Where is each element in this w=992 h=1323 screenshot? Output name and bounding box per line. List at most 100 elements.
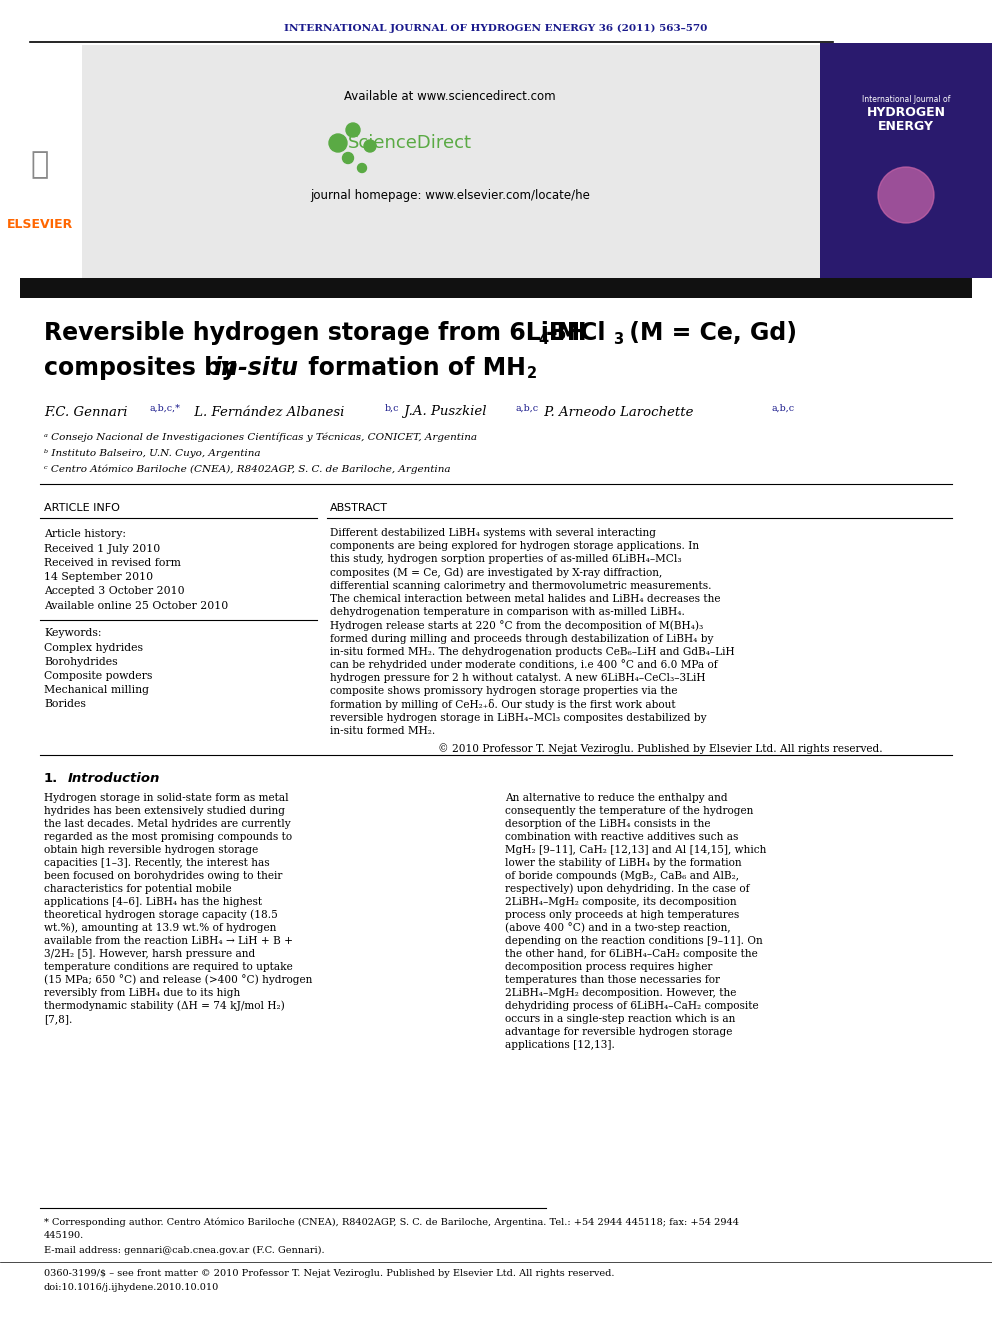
Text: doi:10.1016/j.ijhydene.2010.10.010: doi:10.1016/j.ijhydene.2010.10.010 — [44, 1283, 219, 1293]
Text: Mechanical milling: Mechanical milling — [44, 685, 149, 695]
Text: capacities [1–3]. Recently, the interest has: capacities [1–3]. Recently, the interest… — [44, 859, 270, 868]
Text: this study, hydrogen sorption properties of as-milled 6LiBH₄–MCl₃: this study, hydrogen sorption properties… — [330, 554, 682, 565]
Text: ARTICLE INFO: ARTICLE INFO — [44, 503, 120, 513]
Text: process only proceeds at high temperatures: process only proceeds at high temperatur… — [505, 910, 739, 919]
Text: the last decades. Metal hydrides are currently: the last decades. Metal hydrides are cur… — [44, 819, 291, 830]
Text: composites (M = Ce, Gd) are investigated by X-ray diffraction,: composites (M = Ce, Gd) are investigated… — [330, 568, 663, 578]
Text: composites by: composites by — [44, 356, 245, 380]
Text: in-situ: in-situ — [213, 356, 299, 380]
Text: regarded as the most promising compounds to: regarded as the most promising compounds… — [44, 832, 292, 841]
Bar — [80, 45, 820, 278]
Text: ᵇ Instituto Balseiro, U.N. Cuyo, Argentina: ᵇ Instituto Balseiro, U.N. Cuyo, Argenti… — [44, 448, 261, 458]
Text: wt.%), amounting at 13.9 wt.% of hydrogen: wt.%), amounting at 13.9 wt.% of hydroge… — [44, 922, 277, 933]
Text: formation by milling of CeH₂₊δ. Our study is the first work about: formation by milling of CeH₂₊δ. Our stud… — [330, 699, 676, 710]
Text: ENERGY: ENERGY — [878, 120, 934, 134]
Text: a,b,c: a,b,c — [772, 404, 796, 413]
Text: Borohydrides: Borohydrides — [44, 658, 118, 667]
Text: applications [4–6]. LiBH₄ has the highest: applications [4–6]. LiBH₄ has the highes… — [44, 897, 262, 908]
Text: Article history:: Article history: — [44, 529, 126, 538]
Circle shape — [357, 164, 366, 172]
Text: temperatures than those necessaries for: temperatures than those necessaries for — [505, 975, 720, 986]
Text: [7,8].: [7,8]. — [44, 1013, 72, 1024]
Circle shape — [329, 134, 347, 152]
Text: Different destabilized LiBH₄ systems with several interacting: Different destabilized LiBH₄ systems wit… — [330, 528, 656, 538]
Text: advantage for reversible hydrogen storage: advantage for reversible hydrogen storag… — [505, 1027, 732, 1037]
Text: ᵃ Consejo Nacional de Investigaciones Científicas y Técnicas, CONICET, Argentina: ᵃ Consejo Nacional de Investigaciones Ci… — [44, 433, 477, 442]
Text: * Corresponding author. Centro Atómico Bariloche (CNEA), R8402AGP, S. C. de Bari: * Corresponding author. Centro Atómico B… — [44, 1217, 739, 1226]
Text: of boride compounds (MgB₂, CaB₆ and AlB₂,: of boride compounds (MgB₂, CaB₆ and AlB₂… — [505, 871, 739, 881]
Text: formation of MH: formation of MH — [300, 356, 526, 380]
Text: a,b,c,*: a,b,c,* — [150, 404, 181, 413]
Text: a,b,c: a,b,c — [516, 404, 539, 413]
Text: J.A. Puszkiel: J.A. Puszkiel — [400, 406, 486, 418]
Text: (15 MPa; 650 °C) and release (>400 °C) hydrogen: (15 MPa; 650 °C) and release (>400 °C) h… — [44, 975, 312, 986]
Text: reversibly from LiBH₄ due to its high: reversibly from LiBH₄ due to its high — [44, 988, 240, 998]
Text: The chemical interaction between metal halides and LiBH₄ decreases the: The chemical interaction between metal h… — [330, 594, 720, 605]
Circle shape — [364, 140, 376, 152]
Text: © 2010 Professor T. Nejat Veziroglu. Published by Elsevier Ltd. All rights reser: © 2010 Professor T. Nejat Veziroglu. Pub… — [437, 742, 882, 754]
Text: components are being explored for hydrogen storage applications. In: components are being explored for hydrog… — [330, 541, 699, 552]
Text: been focused on borohydrides owing to their: been focused on borohydrides owing to th… — [44, 871, 283, 881]
Text: characteristics for potential mobile: characteristics for potential mobile — [44, 884, 231, 894]
Text: respectively) upon dehydriding. In the case of: respectively) upon dehydriding. In the c… — [505, 884, 750, 894]
Text: available from the reaction LiBH₄ → LiH + B +: available from the reaction LiBH₄ → LiH … — [44, 935, 293, 946]
Text: Reversible hydrogen storage from 6LiBH: Reversible hydrogen storage from 6LiBH — [44, 321, 586, 345]
Text: in-situ formed MH₂. The dehydrogenation products CeB₆–LiH and GdB₄–LiH: in-situ formed MH₂. The dehydrogenation … — [330, 647, 735, 656]
Text: can be rehydrided under moderate conditions, i.e 400 °C and 6.0 MPa of: can be rehydrided under moderate conditi… — [330, 660, 717, 671]
Text: International Journal of: International Journal of — [862, 95, 950, 105]
Text: Hydrogen release starts at 220 °C from the decomposition of M(BH₄)₃: Hydrogen release starts at 220 °C from t… — [330, 620, 703, 631]
Text: E-mail address: gennari@cab.cnea.gov.ar (F.C. Gennari).: E-mail address: gennari@cab.cnea.gov.ar … — [44, 1245, 324, 1254]
Text: INTERNATIONAL JOURNAL OF HYDROGEN ENERGY 36 (2011) 563–570: INTERNATIONAL JOURNAL OF HYDROGEN ENERGY… — [285, 24, 707, 33]
Text: F.C. Gennari: F.C. Gennari — [44, 406, 128, 418]
Text: 🌳: 🌳 — [31, 151, 50, 180]
Text: 2LiBH₄–MgH₂ decomposition. However, the: 2LiBH₄–MgH₂ decomposition. However, the — [505, 988, 736, 998]
Text: Introduction: Introduction — [68, 771, 161, 785]
Text: 445190.: 445190. — [44, 1232, 84, 1241]
Text: formed during milling and proceeds through destabilization of LiBH₄ by: formed during milling and proceeds throu… — [330, 634, 713, 643]
Text: ABSTRACT: ABSTRACT — [330, 503, 388, 513]
Text: Hydrogen storage in solid-state form as metal: Hydrogen storage in solid-state form as … — [44, 792, 289, 803]
Text: 0360-3199/$ – see front matter © 2010 Professor T. Nejat Veziroglu. Published by: 0360-3199/$ – see front matter © 2010 Pr… — [44, 1270, 614, 1278]
Text: L. Fernández Albanesi: L. Fernández Albanesi — [190, 406, 344, 418]
Text: –MCl: –MCl — [546, 321, 606, 345]
Text: ScienceDirect: ScienceDirect — [348, 134, 472, 152]
Text: 14 September 2010: 14 September 2010 — [44, 572, 153, 582]
Circle shape — [342, 152, 353, 164]
Text: 4: 4 — [538, 332, 549, 347]
Text: composite shows promissory hydrogen storage properties via the: composite shows promissory hydrogen stor… — [330, 687, 678, 696]
Text: ELSEVIER: ELSEVIER — [7, 218, 73, 232]
Bar — [0, 44, 82, 278]
Text: HYDROGEN: HYDROGEN — [866, 106, 945, 119]
Text: journal homepage: www.elsevier.com/locate/he: journal homepage: www.elsevier.com/locat… — [310, 189, 590, 202]
Text: Accepted 3 October 2010: Accepted 3 October 2010 — [44, 586, 185, 595]
Text: Available online 25 October 2010: Available online 25 October 2010 — [44, 601, 228, 611]
Text: lower the stability of LiBH₄ by the formation: lower the stability of LiBH₄ by the form… — [505, 859, 742, 868]
Text: 3/2H₂ [5]. However, harsh pressure and: 3/2H₂ [5]. However, harsh pressure and — [44, 949, 255, 959]
Text: Complex hydrides: Complex hydrides — [44, 643, 143, 654]
Text: 3: 3 — [613, 332, 623, 347]
Bar — [820, 44, 992, 278]
Text: 2LiBH₄–MgH₂ composite, its decomposition: 2LiBH₄–MgH₂ composite, its decomposition — [505, 897, 737, 908]
Text: depending on the reaction conditions [9–11]. On: depending on the reaction conditions [9–… — [505, 935, 763, 946]
Text: 2: 2 — [527, 366, 537, 381]
Text: thermodynamic stability (ΔH = 74 kJ/mol H₂): thermodynamic stability (ΔH = 74 kJ/mol … — [44, 1000, 285, 1011]
Text: ᶜ Centro Atómico Bariloche (CNEA), R8402AGP, S. C. de Bariloche, Argentina: ᶜ Centro Atómico Bariloche (CNEA), R8402… — [44, 464, 450, 474]
Text: desorption of the LiBH₄ consists in the: desorption of the LiBH₄ consists in the — [505, 819, 710, 830]
Text: Composite powders: Composite powders — [44, 671, 153, 681]
Text: Received in revised form: Received in revised form — [44, 558, 181, 568]
Text: hydrides has been extensively studied during: hydrides has been extensively studied du… — [44, 806, 285, 816]
Circle shape — [878, 167, 934, 224]
Text: theoretical hydrogen storage capacity (18.5: theoretical hydrogen storage capacity (1… — [44, 910, 278, 921]
Text: hydrogen pressure for 2 h without catalyst. A new 6LiBH₄–CeCl₃–3LiH: hydrogen pressure for 2 h without cataly… — [330, 673, 705, 683]
Text: obtain high reversible hydrogen storage: obtain high reversible hydrogen storage — [44, 845, 258, 855]
Text: Keywords:: Keywords: — [44, 628, 101, 638]
Text: Borides: Borides — [44, 699, 86, 709]
Text: dehydrogenation temperature in comparison with as-milled LiBH₄.: dehydrogenation temperature in compariso… — [330, 607, 684, 618]
Text: MgH₂ [9–11], CaH₂ [12,13] and Al [14,15], which: MgH₂ [9–11], CaH₂ [12,13] and Al [14,15]… — [505, 845, 767, 855]
Text: applications [12,13].: applications [12,13]. — [505, 1040, 615, 1050]
Text: Received 1 July 2010: Received 1 July 2010 — [44, 544, 161, 554]
Text: reversible hydrogen storage in LiBH₄–MCl₃ composites destabilized by: reversible hydrogen storage in LiBH₄–MCl… — [330, 713, 706, 722]
Text: 1.: 1. — [44, 771, 59, 785]
Text: (above 400 °C) and in a two-step reaction,: (above 400 °C) and in a two-step reactio… — [505, 922, 731, 934]
Bar — [20, 278, 972, 298]
